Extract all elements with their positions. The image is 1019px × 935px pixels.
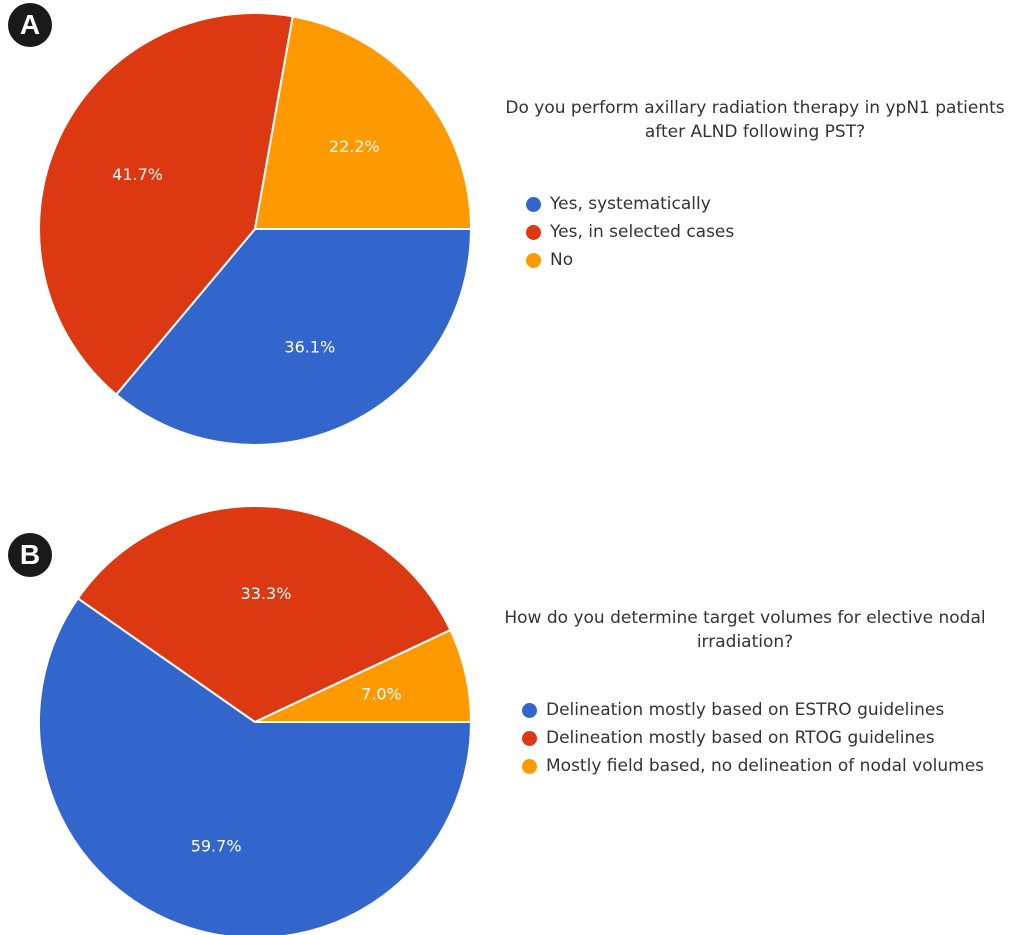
legend-item: Delineation mostly based on RTOG guideli… xyxy=(522,724,984,752)
legend-label: Delineation mostly based on RTOG guideli… xyxy=(546,728,935,748)
pie-b-slice-2 xyxy=(254,628,473,723)
panel-label-a: A xyxy=(8,3,52,47)
legend-item: Mostly field based, no delineation of no… xyxy=(522,752,984,780)
legend-label: No xyxy=(550,250,574,270)
legend-label: Yes, systematically xyxy=(550,194,711,214)
pie-b-slice-label-2: 7.0% xyxy=(361,685,402,704)
panel-label-b: B xyxy=(8,533,52,577)
pie-chart-b: 59.7% 33.3% 7.0% B How do you determine ta… xyxy=(0,470,1019,935)
pie-b-slice-label-1: 33.3% xyxy=(241,584,292,603)
pie-a-slice-0 xyxy=(114,228,473,446)
legend-a: Yes, systematically Yes, in selected cas… xyxy=(526,190,734,274)
legend-swatch xyxy=(522,702,537,718)
pie-a-slice-1 xyxy=(38,12,294,396)
pie-a-slice-label-1: 41.7% xyxy=(112,165,163,184)
pie-a-svg: 36.1% 41.7% 22.2% xyxy=(38,12,473,446)
legend-swatch xyxy=(522,758,537,774)
pie-chart-a: 36.1% 41.7% 22.2% A Do you perform axillar… xyxy=(0,0,1019,465)
legend-swatch xyxy=(522,730,537,746)
pie-b-slice-0 xyxy=(38,596,473,935)
pie-b-slice-1 xyxy=(76,505,452,724)
question-a: Do you perform axillary radiation therap… xyxy=(505,98,1005,142)
legend-item: Delineation mostly based on ESTRO guidel… xyxy=(522,696,984,724)
pie-a-slice-label-2: 22.2% xyxy=(329,137,380,156)
legend-item: Yes, in selected cases xyxy=(526,218,734,246)
legend-swatch xyxy=(526,224,541,240)
legend-swatch xyxy=(526,196,541,212)
legend-swatch xyxy=(526,252,541,268)
legend-label: Yes, in selected cases xyxy=(550,222,735,242)
legend-label: Mostly field based, no delineation of no… xyxy=(546,756,985,776)
question-b: How do you determine target volumes for … xyxy=(504,608,986,652)
pie-a-slice-label-0: 36.1% xyxy=(284,337,335,356)
legend-label: Delineation mostly based on ESTRO guidel… xyxy=(546,700,945,720)
legend-item: Yes, systematically xyxy=(526,190,734,218)
pie-b-slice-label-0: 59.7% xyxy=(191,837,242,856)
pie-b-svg: 59.7% 33.3% 7.0% xyxy=(38,505,473,935)
legend-item: No xyxy=(526,246,734,274)
pie-a-slice-2 xyxy=(253,15,473,230)
legend-b: Delineation mostly based on ESTRO guidel… xyxy=(522,696,984,780)
